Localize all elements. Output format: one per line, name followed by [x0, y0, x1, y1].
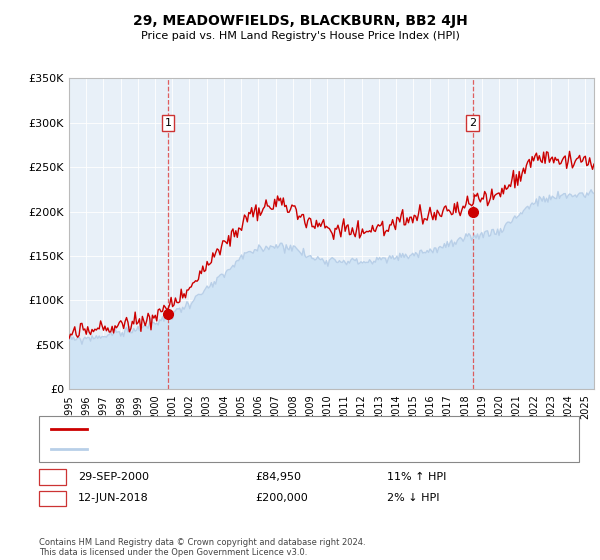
Text: 2: 2 [469, 118, 476, 128]
Text: Price paid vs. HM Land Registry's House Price Index (HPI): Price paid vs. HM Land Registry's House … [140, 31, 460, 41]
Text: HPI: Average price, detached house, Blackburn with Darwen: HPI: Average price, detached house, Blac… [93, 444, 407, 454]
Text: Contains HM Land Registry data © Crown copyright and database right 2024.
This d: Contains HM Land Registry data © Crown c… [39, 538, 365, 557]
Text: 29, MEADOWFIELDS, BLACKBURN, BB2 4JH (detached house): 29, MEADOWFIELDS, BLACKBURN, BB2 4JH (de… [93, 424, 411, 434]
Text: 2: 2 [49, 493, 56, 503]
Text: 12-JUN-2018: 12-JUN-2018 [78, 493, 149, 503]
Text: £200,000: £200,000 [255, 493, 308, 503]
Text: £84,950: £84,950 [255, 472, 301, 482]
Text: 29, MEADOWFIELDS, BLACKBURN, BB2 4JH: 29, MEADOWFIELDS, BLACKBURN, BB2 4JH [133, 14, 467, 28]
Text: 2% ↓ HPI: 2% ↓ HPI [387, 493, 439, 503]
Text: 29-SEP-2000: 29-SEP-2000 [78, 472, 149, 482]
Text: 1: 1 [164, 118, 172, 128]
Text: 11% ↑ HPI: 11% ↑ HPI [387, 472, 446, 482]
Text: 1: 1 [49, 472, 56, 482]
